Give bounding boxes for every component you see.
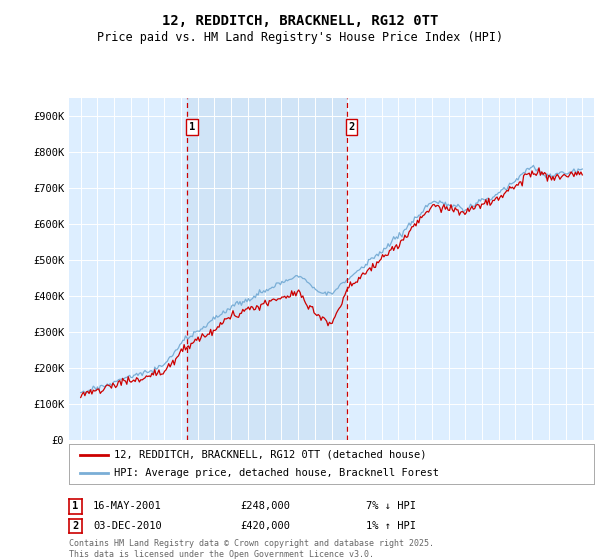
Text: £420,000: £420,000	[240, 521, 290, 531]
Text: Price paid vs. HM Land Registry's House Price Index (HPI): Price paid vs. HM Land Registry's House …	[97, 31, 503, 44]
Text: 1: 1	[189, 122, 195, 132]
Text: 16-MAY-2001: 16-MAY-2001	[93, 501, 162, 511]
Text: 03-DEC-2010: 03-DEC-2010	[93, 521, 162, 531]
Text: £248,000: £248,000	[240, 501, 290, 511]
Text: 12, REDDITCH, BRACKNELL, RG12 0TT: 12, REDDITCH, BRACKNELL, RG12 0TT	[162, 14, 438, 28]
Text: HPI: Average price, detached house, Bracknell Forest: HPI: Average price, detached house, Brac…	[113, 468, 439, 478]
Text: 12, REDDITCH, BRACKNELL, RG12 0TT (detached house): 12, REDDITCH, BRACKNELL, RG12 0TT (detac…	[113, 450, 426, 460]
Bar	[187, 98, 347, 440]
Text: 1: 1	[73, 501, 79, 511]
Text: 7% ↓ HPI: 7% ↓ HPI	[366, 501, 416, 511]
Text: 2: 2	[73, 521, 79, 531]
Text: 2: 2	[349, 122, 355, 132]
Text: Contains HM Land Registry data © Crown copyright and database right 2025.
This d: Contains HM Land Registry data © Crown c…	[69, 539, 434, 559]
Text: 1% ↑ HPI: 1% ↑ HPI	[366, 521, 416, 531]
